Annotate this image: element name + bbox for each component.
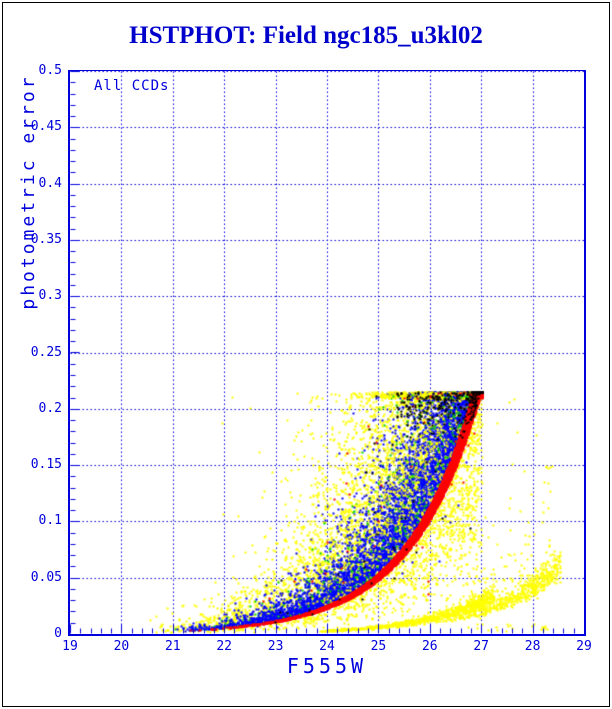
y-tick-label: 0.15	[30, 457, 62, 473]
y-tick-label: 0.4	[38, 175, 62, 191]
scatter-canvas	[70, 71, 584, 634]
x-tick-label: 22	[216, 639, 233, 654]
x-tick-label: 28	[524, 639, 541, 654]
x-tick-label: 26	[421, 639, 438, 654]
y-tick-label: 0.5	[38, 63, 62, 78]
y-tick-label: 0.3	[38, 288, 62, 304]
x-tick-label: 24	[319, 639, 335, 654]
y-tick-label: 0.05	[30, 569, 62, 585]
y-tick-label: 0.1	[38, 513, 62, 529]
x-tick-label: 29	[576, 639, 592, 654]
ccd-annotation: All CCDs	[94, 78, 170, 94]
y-tick-label: 0.2	[38, 400, 62, 416]
x-tick-label: 25	[370, 639, 387, 654]
plot-title: HSTPHOT: Field ngc185_u3kl02	[129, 22, 483, 49]
x-tick-label: 21	[164, 639, 181, 654]
x-tick-label: 20	[113, 639, 130, 654]
y-axis-label: photometric error	[18, 74, 39, 310]
y-tick-label: 0	[54, 626, 62, 641]
x-tick-label: 23	[267, 639, 284, 654]
plot-area: All CCDs	[68, 70, 586, 636]
x-tick-label: 27	[473, 639, 490, 654]
y-tick-label: 0.35	[30, 231, 62, 247]
x-tick-label: 19	[62, 639, 78, 654]
y-tick-label: 0.25	[30, 344, 62, 360]
x-axis-label: F555W	[286, 654, 368, 678]
y-tick-label: 0.45	[30, 119, 62, 135]
